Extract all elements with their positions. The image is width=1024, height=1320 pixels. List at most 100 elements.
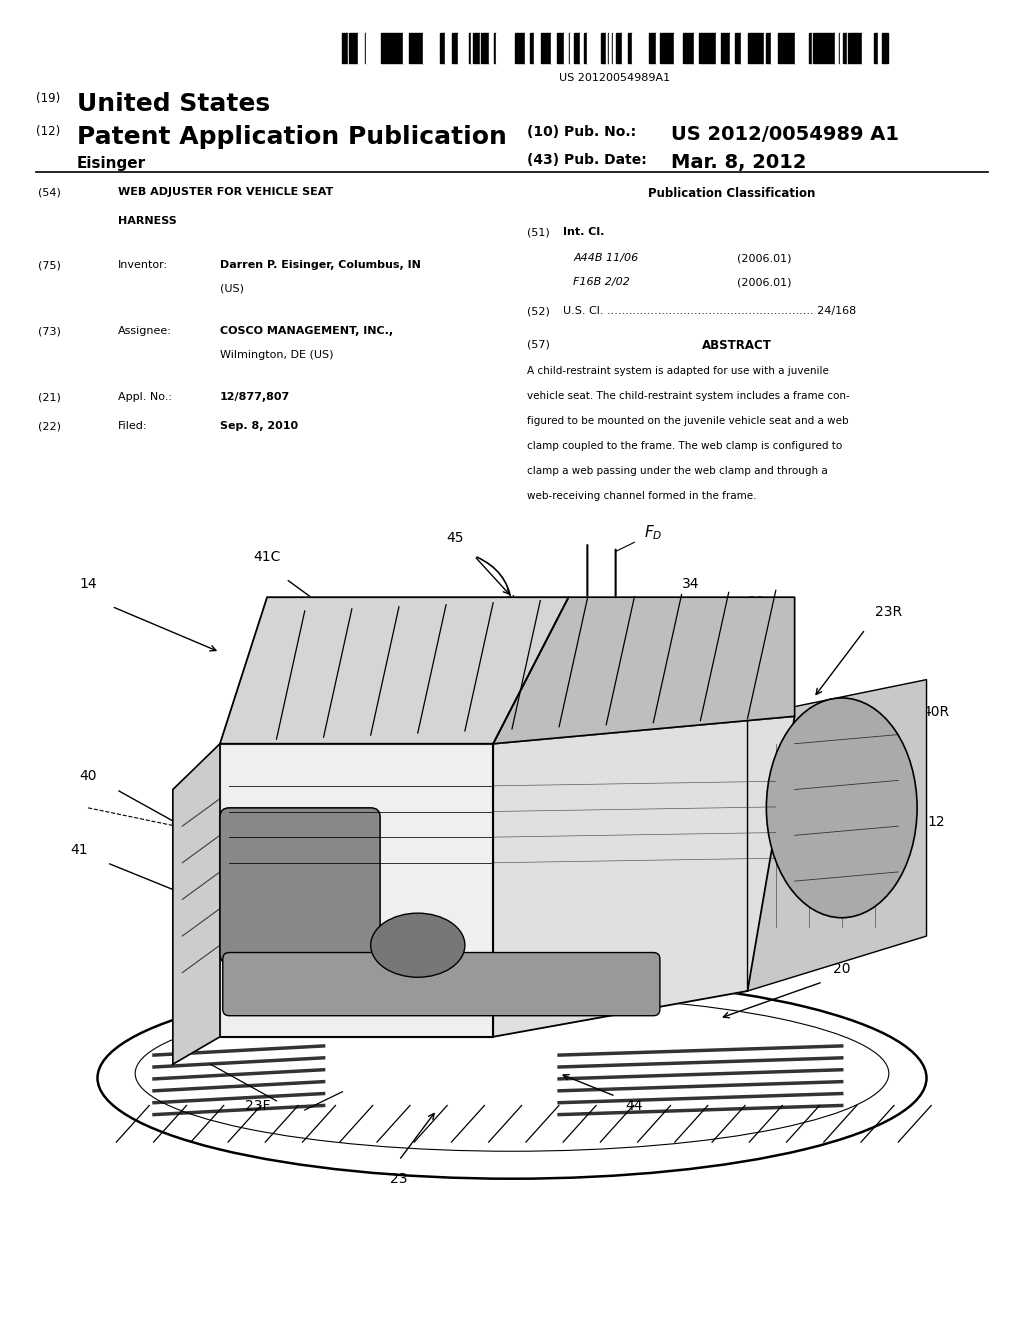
Bar xyxy=(638,33,642,63)
Bar xyxy=(632,33,638,63)
Bar xyxy=(628,33,632,63)
Bar xyxy=(578,33,580,63)
Text: clamp coupled to the frame. The web clamp is configured to: clamp coupled to the frame. The web clam… xyxy=(527,441,843,451)
Bar xyxy=(660,33,665,63)
Text: Sep. 8, 2010: Sep. 8, 2010 xyxy=(220,421,298,432)
Bar xyxy=(494,33,496,63)
Text: 23F: 23F xyxy=(245,1100,270,1113)
Bar xyxy=(557,33,563,63)
Bar xyxy=(389,33,395,63)
Text: (57): (57) xyxy=(527,339,550,350)
Bar xyxy=(527,33,529,63)
Text: 12/877,807: 12/877,807 xyxy=(220,392,291,403)
Bar xyxy=(732,33,734,63)
Bar xyxy=(854,33,856,63)
Bar xyxy=(677,33,683,63)
Bar xyxy=(349,33,353,63)
Bar xyxy=(419,33,422,63)
Bar xyxy=(712,33,716,63)
Bar xyxy=(813,33,819,63)
Bar xyxy=(656,33,660,63)
Text: clamp a web passing under the web clamp and through a: clamp a web passing under the web clamp … xyxy=(527,466,828,477)
Text: WEB ADJUSTER FOR VEHICLE SEAT: WEB ADJUSTER FOR VEHICLE SEAT xyxy=(118,187,333,198)
Bar xyxy=(600,33,603,63)
Bar xyxy=(879,33,883,63)
Bar xyxy=(520,33,524,63)
Bar xyxy=(395,33,396,63)
Bar xyxy=(819,33,825,63)
Bar xyxy=(580,33,581,63)
Text: 22: 22 xyxy=(861,907,879,921)
Text: 34: 34 xyxy=(682,577,699,591)
Polygon shape xyxy=(494,717,795,1036)
Bar xyxy=(825,33,831,63)
Ellipse shape xyxy=(766,698,918,917)
Bar xyxy=(415,33,419,63)
Bar xyxy=(569,33,573,63)
Text: 44: 44 xyxy=(626,1100,643,1113)
Text: 12: 12 xyxy=(927,816,945,829)
Bar xyxy=(848,33,854,63)
Bar xyxy=(353,33,357,63)
Bar xyxy=(716,33,718,63)
Bar xyxy=(551,33,557,63)
Bar xyxy=(442,33,445,63)
Bar xyxy=(409,33,415,63)
Bar xyxy=(721,33,727,63)
Text: A44B 11/06: A44B 11/06 xyxy=(573,253,639,264)
Bar xyxy=(587,33,593,63)
Bar xyxy=(537,33,541,63)
Text: (51): (51) xyxy=(527,227,550,238)
Bar xyxy=(568,33,569,63)
Bar xyxy=(887,33,888,63)
Bar xyxy=(689,33,691,63)
Bar xyxy=(701,33,708,63)
Bar xyxy=(734,33,740,63)
Bar xyxy=(794,33,796,63)
Bar xyxy=(668,33,674,63)
Bar xyxy=(613,33,615,63)
Text: 40: 40 xyxy=(79,770,97,783)
Text: US 20120054989A1: US 20120054989A1 xyxy=(559,73,670,83)
Bar xyxy=(608,33,609,63)
Bar xyxy=(650,33,656,63)
Text: 20: 20 xyxy=(833,962,851,975)
Bar xyxy=(594,33,600,63)
Bar xyxy=(609,33,612,63)
Bar xyxy=(480,33,481,63)
Text: Mar. 8, 2012: Mar. 8, 2012 xyxy=(671,153,806,172)
Text: 41C: 41C xyxy=(253,549,281,564)
Text: 42: 42 xyxy=(361,651,380,664)
Text: (2006.01): (2006.01) xyxy=(737,277,792,288)
Bar xyxy=(402,33,409,63)
Bar xyxy=(479,33,480,63)
Polygon shape xyxy=(494,597,795,743)
Bar xyxy=(883,33,887,63)
Bar xyxy=(371,33,373,63)
Bar xyxy=(440,33,442,63)
Bar xyxy=(422,33,423,63)
Polygon shape xyxy=(220,597,568,743)
Polygon shape xyxy=(748,680,927,991)
Bar xyxy=(831,33,833,63)
Text: (54): (54) xyxy=(38,187,60,198)
Bar xyxy=(691,33,694,63)
Bar xyxy=(364,33,365,63)
Bar xyxy=(743,33,748,63)
Bar xyxy=(489,33,494,63)
FancyBboxPatch shape xyxy=(223,953,659,1015)
Bar xyxy=(385,33,389,63)
Bar xyxy=(612,33,613,63)
Bar xyxy=(841,33,842,63)
Text: Patent Application Publication: Patent Application Publication xyxy=(77,125,507,149)
Bar xyxy=(836,33,840,63)
Text: Publication Classification: Publication Classification xyxy=(648,187,816,201)
Bar xyxy=(803,33,809,63)
Bar xyxy=(342,33,348,63)
Bar xyxy=(452,33,458,63)
Bar xyxy=(466,33,469,63)
Bar xyxy=(667,33,668,63)
Bar xyxy=(812,33,813,63)
Text: F16B 2/02: F16B 2/02 xyxy=(573,277,631,288)
Bar xyxy=(665,33,667,63)
